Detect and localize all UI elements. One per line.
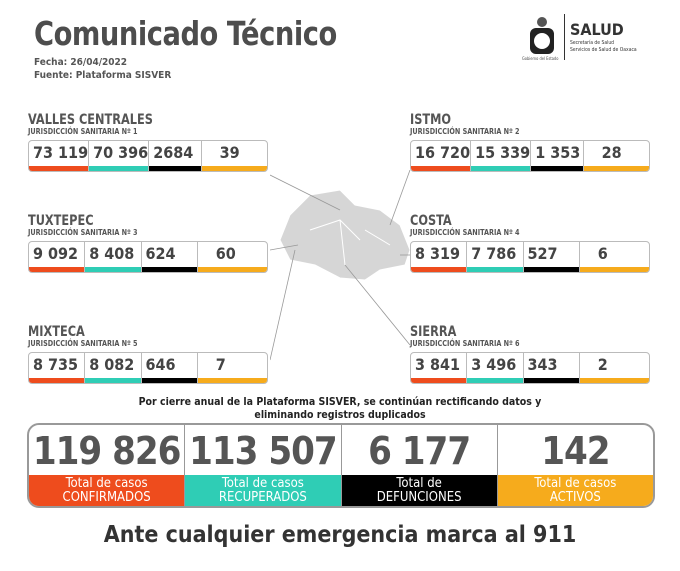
region-mixteca: MIXTECA JURISDICCIÓN SANITARIA Nº 5 8 735 8… xyxy=(28,325,268,384)
region-stats: 73 119 70 396 2684 39 xyxy=(28,140,268,172)
confirmed-bar xyxy=(29,267,85,272)
active-value: 2 xyxy=(579,353,649,383)
confirmed-value: 8 319 xyxy=(411,242,468,272)
deaths-bar xyxy=(149,166,201,171)
recovered-value: 3 496 xyxy=(467,353,524,383)
confirmed-bar xyxy=(29,166,89,171)
region-jurisdiction: JURISDICCIÓN SANITARIA Nº 3 xyxy=(28,228,138,237)
active-bar xyxy=(579,378,649,383)
active-bar xyxy=(197,378,267,383)
active-bar xyxy=(583,166,649,171)
confirmed-value: 9 092 xyxy=(29,242,86,272)
deaths-bar xyxy=(141,378,197,383)
date-label: Fecha: 26/04/2022 xyxy=(34,57,128,68)
logo-line1: Secretaría de Salud xyxy=(570,40,615,46)
recovered-bar xyxy=(467,267,523,272)
total-recovered-label: Total de casos RECUPERADOS xyxy=(185,475,341,506)
deaths-value: 624 xyxy=(141,242,198,272)
region-name: COSTA xyxy=(410,213,452,229)
active-value: 39 xyxy=(201,141,267,171)
region-name: ISTMO xyxy=(410,112,452,128)
deaths-value: 343 xyxy=(523,353,580,383)
confirmed-bar xyxy=(411,166,471,171)
deaths-value: 2684 xyxy=(149,141,202,171)
recovered-value: 7 786 xyxy=(467,242,524,272)
deaths-value: 1 353 xyxy=(531,141,584,171)
active-bar xyxy=(201,166,267,171)
total-recovered: 113 507 Total de casos RECUPERADOS xyxy=(185,425,342,506)
active-bar xyxy=(197,267,267,272)
confirmed-value: 16 720 xyxy=(411,141,472,171)
disclaimer-note: Por cierre anual de la Plataforma SISVER… xyxy=(0,396,680,422)
active-bar xyxy=(579,267,649,272)
region-jurisdiction: JURISDICCIÓN SANITARIA Nº 4 xyxy=(410,228,520,237)
total-recovered-value: 113 507 xyxy=(189,429,338,473)
active-value: 60 xyxy=(197,242,267,272)
confirmed-value: 8 735 xyxy=(29,353,86,383)
emergency-footer: Ante cualquier emergencia marca al 911 xyxy=(103,522,577,548)
deaths-bar xyxy=(523,378,579,383)
region-jurisdiction: JURISDICCIÓN SANITARIA Nº 2 xyxy=(410,127,520,136)
confirmed-value: 3 841 xyxy=(411,353,468,383)
recovered-value: 70 396 xyxy=(89,141,150,171)
region-valles-centrales: VALLES CENTRALES JURISDICCIÓN SANITARIA N… xyxy=(28,113,268,172)
recovered-bar xyxy=(85,378,141,383)
region-sierra: SIERRA JURISDICCIÓN SANITARIA Nº 6 3 841 3 … xyxy=(410,325,650,384)
logo-line2: Servicios de Salud de Oaxaca xyxy=(570,47,637,53)
total-active-label: Total de casos ACTIVOS xyxy=(497,475,653,506)
gobierno-label: Gobierno del Estado xyxy=(522,56,559,61)
deaths-bar xyxy=(523,267,579,272)
deaths-value: 646 xyxy=(141,353,198,383)
total-deaths: 6 177 Total de DEFUNCIONES xyxy=(341,425,498,506)
recovered-bar xyxy=(467,378,523,383)
total-active: 142 Total de casos ACTIVOS xyxy=(497,425,653,506)
region-stats: 8 735 8 082 646 7 xyxy=(28,352,268,384)
region-jurisdiction: JURISDICCIÓN SANITARIA Nº 6 xyxy=(410,339,520,348)
salud-brand: SALUD xyxy=(570,20,624,39)
total-confirmed-value: 119 826 xyxy=(32,429,182,473)
source-label: Fuente: Plataforma SISVER xyxy=(34,70,172,81)
region-stats: 8 319 7 786 527 6 xyxy=(410,241,650,273)
total-active-value: 142 xyxy=(541,429,610,473)
totals-panel: 119 826 Total de casos CONFIRMADOS 113 507 T… xyxy=(27,423,655,508)
recovered-value: 15 339 xyxy=(471,141,532,171)
region-name: MIXTECA xyxy=(28,324,85,340)
total-confirmed: 119 826 Total de casos CONFIRMADOS xyxy=(29,425,186,506)
region-stats: 9 092 8 408 624 60 xyxy=(28,241,268,273)
note-line2: eliminando registros duplicados xyxy=(254,409,426,421)
deaths-bar xyxy=(141,267,197,272)
region-stats: 3 841 3 496 343 2 xyxy=(410,352,650,384)
recovered-value: 8 408 xyxy=(85,242,142,272)
region-tuxtepec: TUXTEPEC JURISDICCIÓN SANITARIA Nº 3 9 092… xyxy=(28,214,268,273)
recovered-bar xyxy=(471,166,531,171)
deaths-bar xyxy=(531,166,583,171)
region-stats: 16 720 15 339 1 353 28 xyxy=(410,140,650,172)
confirmed-bar xyxy=(29,378,85,383)
total-deaths-label: Total de DEFUNCIONES xyxy=(341,475,497,506)
region-name: SIERRA xyxy=(410,324,457,340)
region-costa: COSTA JURISDICCIÓN SANITARIA Nº 4 8 319 7 7… xyxy=(410,214,650,273)
active-value: 6 xyxy=(579,242,649,272)
region-jurisdiction: JURISDICCIÓN SANITARIA Nº 5 xyxy=(28,339,138,348)
deaths-value: 527 xyxy=(523,242,580,272)
confirmed-value: 73 119 xyxy=(29,141,90,171)
oaxaca-map xyxy=(270,170,411,361)
total-confirmed-label: Total de casos CONFIRMADOS xyxy=(29,475,185,506)
confirmed-bar xyxy=(411,267,467,272)
salud-logo: Gobierno del Estado SALUD Secretaría de … xyxy=(522,14,652,64)
total-deaths-value: 6 177 xyxy=(368,429,471,473)
region-jurisdiction: JURISDICCIÓN SANITARIA Nº 1 xyxy=(28,127,138,136)
active-value: 7 xyxy=(197,353,267,383)
oaxaca-seal-icon xyxy=(530,17,554,54)
region-istmo: ISTMO JURISDICCIÓN SANITARIA Nº 2 16 720 15… xyxy=(410,113,650,172)
recovered-bar xyxy=(89,166,149,171)
page-title: Comunicado Técnico xyxy=(34,14,337,53)
active-value: 28 xyxy=(583,141,649,171)
note-line1: Por cierre anual de la Plataforma SISVER… xyxy=(138,396,542,408)
region-name: TUXTEPEC xyxy=(28,213,94,229)
region-name: VALLES CENTRALES xyxy=(28,112,153,128)
confirmed-bar xyxy=(411,378,467,383)
recovered-bar xyxy=(85,267,141,272)
recovered-value: 8 082 xyxy=(85,353,142,383)
